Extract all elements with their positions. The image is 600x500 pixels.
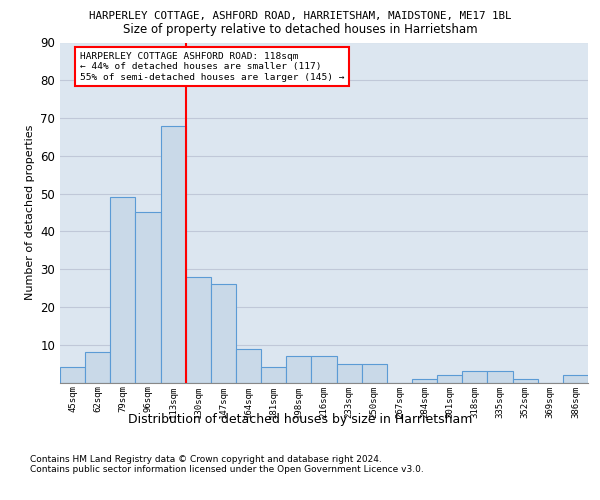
Bar — [311, 356, 337, 382]
Bar — [261, 368, 286, 382]
Text: Size of property relative to detached houses in Harrietsham: Size of property relative to detached ho… — [122, 22, 478, 36]
Bar — [412, 378, 437, 382]
Bar — [362, 364, 387, 382]
Bar — [563, 375, 588, 382]
Bar — [462, 371, 487, 382]
Bar — [85, 352, 110, 382]
Bar — [437, 375, 462, 382]
Bar — [211, 284, 236, 382]
Bar — [286, 356, 311, 382]
Text: HARPERLEY COTTAGE ASHFORD ROAD: 118sqm
← 44% of detached houses are smaller (117: HARPERLEY COTTAGE ASHFORD ROAD: 118sqm ←… — [80, 52, 344, 82]
Text: Distribution of detached houses by size in Harrietsham: Distribution of detached houses by size … — [128, 412, 472, 426]
Bar — [60, 368, 85, 382]
Bar — [512, 378, 538, 382]
Text: HARPERLEY COTTAGE, ASHFORD ROAD, HARRIETSHAM, MAIDSTONE, ME17 1BL: HARPERLEY COTTAGE, ASHFORD ROAD, HARRIET… — [89, 11, 511, 21]
Bar — [136, 212, 161, 382]
Y-axis label: Number of detached properties: Number of detached properties — [25, 125, 35, 300]
Bar — [186, 276, 211, 382]
Bar — [337, 364, 362, 382]
Bar — [487, 371, 512, 382]
Bar — [161, 126, 186, 382]
Bar — [236, 348, 261, 382]
Text: Contains public sector information licensed under the Open Government Licence v3: Contains public sector information licen… — [30, 466, 424, 474]
Bar — [110, 198, 136, 382]
Text: Contains HM Land Registry data © Crown copyright and database right 2024.: Contains HM Land Registry data © Crown c… — [30, 456, 382, 464]
